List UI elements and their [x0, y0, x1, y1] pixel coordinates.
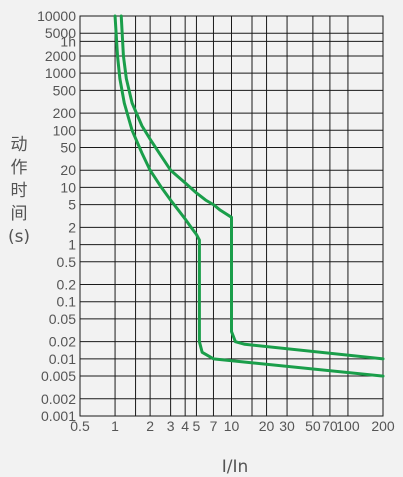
- x-tick-label: 30: [279, 418, 295, 434]
- x-tick-label: 3: [167, 418, 175, 434]
- x-tick-label: 70: [322, 418, 338, 434]
- y-tick-label: 500: [53, 82, 77, 98]
- y-tick-label: 0.002: [41, 391, 76, 407]
- trip-curves: [113, 14, 385, 378]
- plot-frame: [79, 15, 384, 417]
- x-tick-label: 1: [111, 418, 119, 434]
- x-tick-label: 4: [181, 418, 189, 434]
- y-tick-label: 100: [53, 122, 77, 138]
- y-tick-label: 5: [68, 197, 76, 213]
- y-tick-label: 1000: [45, 65, 76, 81]
- y-tick-label: 0.5: [57, 254, 77, 270]
- x-tick-label: 20: [259, 418, 275, 434]
- y-tick-label: 50: [60, 139, 76, 155]
- x-tick-label: 7: [210, 418, 218, 434]
- y-tick-label: 1h: [60, 33, 76, 49]
- y-tick-label: 5000: [45, 25, 76, 41]
- trip-curve-1: [113, 14, 385, 378]
- y-tick-label: 0.05: [49, 311, 76, 327]
- x-tick-label: 2: [146, 418, 154, 434]
- y-tick-label: 1: [68, 237, 76, 253]
- y-tick-label: 0.1: [57, 294, 77, 310]
- y-tick-label: 200: [53, 105, 77, 121]
- y-tick-label: 0.2: [57, 277, 77, 293]
- x-axis-label: I/In: [222, 457, 249, 477]
- y-axis-label: 动作时间(s): [8, 135, 30, 247]
- y-tick-label: 20: [60, 162, 76, 178]
- y-tick-label: 10000: [37, 8, 76, 24]
- y-tick-label: 0.01: [49, 351, 76, 367]
- x-tick-label: 10: [224, 418, 240, 434]
- x-tick-label: 0.5: [70, 418, 90, 434]
- trip-curve-2: [119, 14, 385, 361]
- y-tick-label: 0.001: [41, 408, 76, 424]
- y-tick-label: 0.005: [41, 368, 76, 384]
- y-tick-label: 2000: [45, 48, 76, 64]
- y-tick-label: 2: [68, 219, 76, 235]
- x-tick-label: 200: [371, 418, 395, 434]
- x-tick-label: 5: [193, 418, 201, 434]
- x-tick-label: 100: [336, 418, 360, 434]
- y-tick-label: 0.02: [49, 334, 76, 350]
- x-tick-label: 50: [305, 418, 321, 434]
- y-tick-label: 10: [60, 179, 76, 195]
